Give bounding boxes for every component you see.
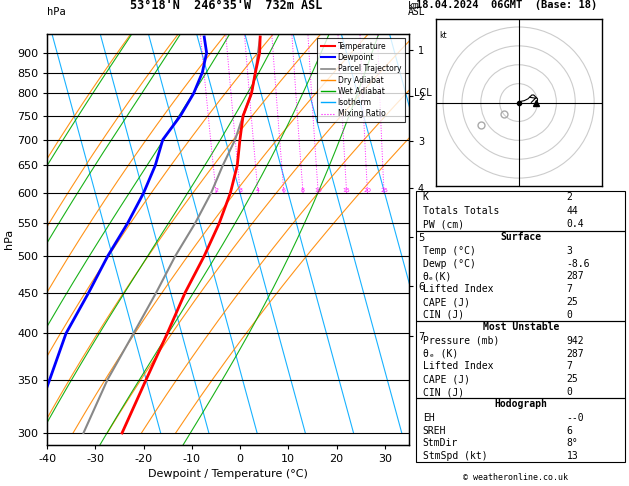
Text: Lifted Index: Lifted Index <box>423 284 493 295</box>
Text: 8°: 8° <box>567 438 579 449</box>
Text: LCL: LCL <box>415 88 432 99</box>
Text: Surface: Surface <box>500 232 542 242</box>
Text: Pressure (mb): Pressure (mb) <box>423 336 499 346</box>
Text: 6: 6 <box>282 188 286 193</box>
Text: CAPE (J): CAPE (J) <box>423 374 470 384</box>
Text: 8: 8 <box>301 188 305 193</box>
Text: EH: EH <box>423 413 435 423</box>
Text: Lifted Index: Lifted Index <box>423 362 493 371</box>
Text: Most Unstable: Most Unstable <box>482 322 559 332</box>
Text: 287: 287 <box>567 272 584 281</box>
Text: StmSpd (kt): StmSpd (kt) <box>423 451 487 461</box>
Bar <box>416 231 625 321</box>
Bar <box>416 321 625 398</box>
Text: 3: 3 <box>238 188 242 193</box>
Text: 25: 25 <box>567 297 579 307</box>
Text: CIN (J): CIN (J) <box>423 387 464 397</box>
Text: 0: 0 <box>567 310 572 320</box>
Text: 15: 15 <box>343 188 350 193</box>
Text: 2: 2 <box>214 188 218 193</box>
Text: 20: 20 <box>364 188 372 193</box>
Text: 44: 44 <box>567 206 579 216</box>
Text: Totals Totals: Totals Totals <box>423 206 499 216</box>
Text: 0.4: 0.4 <box>567 219 584 229</box>
Y-axis label: hPa: hPa <box>4 229 14 249</box>
Text: -8.6: -8.6 <box>567 259 590 269</box>
Text: 2: 2 <box>567 192 572 203</box>
Bar <box>416 398 625 462</box>
Text: PW (cm): PW (cm) <box>423 219 464 229</box>
Text: CIN (J): CIN (J) <box>423 310 464 320</box>
Text: 13: 13 <box>567 451 579 461</box>
Text: kt: kt <box>439 31 447 40</box>
Text: ASL: ASL <box>408 7 425 17</box>
Text: 0: 0 <box>567 387 572 397</box>
Text: 18.04.2024  06GMT  (Base: 18): 18.04.2024 06GMT (Base: 18) <box>416 0 598 10</box>
Text: θₑ(K): θₑ(K) <box>423 272 452 281</box>
Text: © weatheronline.co.uk: © weatheronline.co.uk <box>464 473 568 482</box>
Text: 53°18'N  246°35'W  732m ASL: 53°18'N 246°35'W 732m ASL <box>130 0 323 12</box>
Text: 7: 7 <box>567 284 572 295</box>
Text: 25: 25 <box>567 374 579 384</box>
Text: 4: 4 <box>256 188 260 193</box>
Text: 10: 10 <box>314 188 322 193</box>
Text: 287: 287 <box>567 348 584 359</box>
Text: SREH: SREH <box>423 426 446 435</box>
Text: 7: 7 <box>567 362 572 371</box>
Text: K: K <box>423 192 428 203</box>
Bar <box>416 191 625 231</box>
Text: Dewp (°C): Dewp (°C) <box>423 259 476 269</box>
Legend: Temperature, Dewpoint, Parcel Trajectory, Dry Adiabat, Wet Adiabat, Isotherm, Mi: Temperature, Dewpoint, Parcel Trajectory… <box>317 38 405 122</box>
Text: 942: 942 <box>567 336 584 346</box>
Text: --0: --0 <box>567 413 584 423</box>
Text: 6: 6 <box>567 426 572 435</box>
Text: Temp (°C): Temp (°C) <box>423 246 476 256</box>
Text: 25: 25 <box>380 188 388 193</box>
Text: StmDir: StmDir <box>423 438 458 449</box>
Text: km: km <box>408 0 420 11</box>
X-axis label: Dewpoint / Temperature (°C): Dewpoint / Temperature (°C) <box>148 469 308 479</box>
Text: θₑ (K): θₑ (K) <box>423 348 458 359</box>
Text: CAPE (J): CAPE (J) <box>423 297 470 307</box>
Text: Hodograph: Hodograph <box>494 399 547 409</box>
Text: 3: 3 <box>567 246 572 256</box>
Text: hPa: hPa <box>47 7 66 17</box>
